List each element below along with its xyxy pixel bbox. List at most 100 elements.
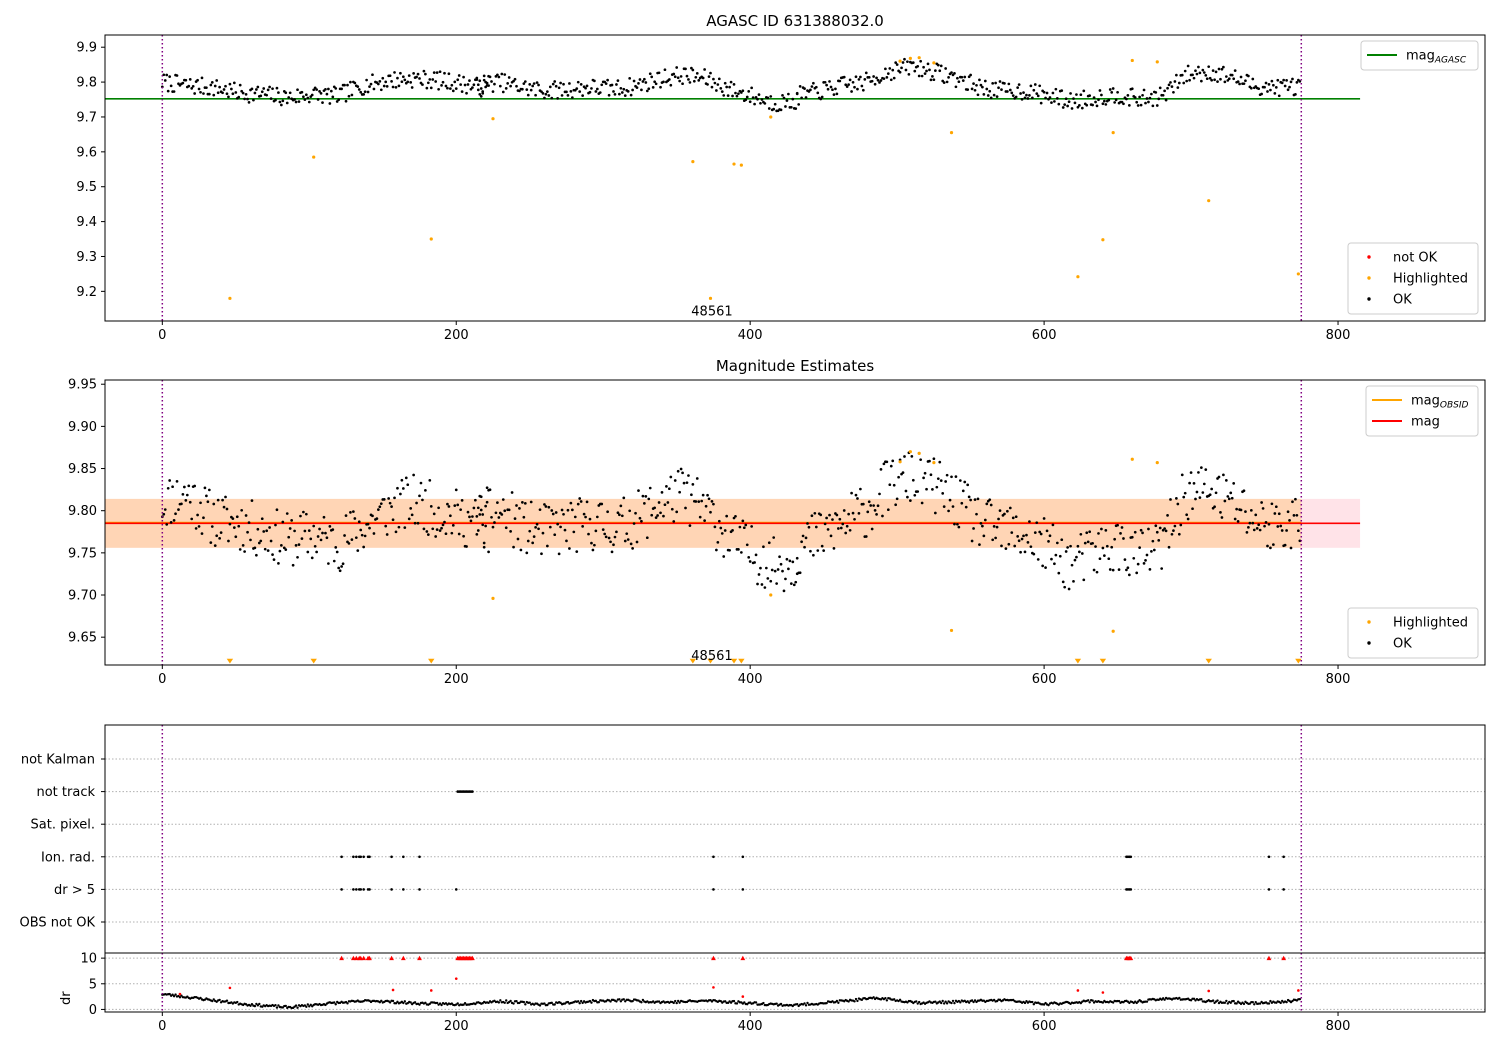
ok-point (556, 97, 560, 100)
ok-point (1000, 88, 1003, 91)
ok-point (307, 100, 311, 104)
ok-point (1191, 73, 1194, 77)
ok-point (1169, 81, 1172, 84)
x-tick-label: 200 (444, 672, 469, 687)
ok-point (985, 87, 989, 91)
ok-point (1078, 550, 1081, 554)
ok-point (1030, 96, 1034, 100)
x-tick-label: 800 (1326, 672, 1351, 687)
ok-point (788, 559, 792, 563)
ok-point (618, 513, 621, 517)
dr-point (950, 1001, 953, 1005)
dr-clipped-marker (1266, 955, 1272, 961)
ok-point (844, 531, 848, 535)
ok-point (304, 93, 308, 97)
ok-point (1289, 546, 1293, 550)
ok-point (1066, 104, 1069, 108)
ok-point (399, 71, 402, 75)
ok-point (1075, 555, 1078, 559)
dr-point (296, 1006, 299, 1009)
ok-point (1008, 88, 1012, 92)
ok-point (346, 83, 349, 87)
ok-point (1177, 81, 1181, 85)
ok-point (1208, 493, 1212, 497)
ok-point (457, 532, 461, 536)
ok-point (801, 534, 805, 538)
ok-point (1086, 540, 1090, 544)
ok-point (1070, 563, 1074, 567)
ok-point (479, 495, 483, 499)
dr-point (942, 1002, 946, 1005)
limit-marker (1099, 658, 1107, 664)
dr-point (306, 1003, 310, 1006)
ok-point (328, 102, 332, 105)
ok-point (385, 533, 389, 536)
ok-point (989, 503, 993, 507)
dr-point (806, 1001, 809, 1005)
ok-point (1251, 521, 1255, 525)
ok-point (926, 62, 930, 66)
ok-point (284, 548, 288, 551)
ok-point (792, 583, 796, 587)
ok-point (546, 544, 549, 548)
ok-point (1155, 530, 1159, 534)
ok-point (676, 469, 680, 473)
ok-point (729, 80, 733, 84)
ok-point (1198, 496, 1202, 499)
ok-point (560, 94, 564, 97)
ok-point (381, 76, 385, 80)
limit-marker (310, 658, 317, 664)
ok-point (760, 583, 764, 586)
ok-point (1163, 527, 1166, 530)
ok-point (1108, 88, 1112, 91)
ok-point (717, 519, 721, 523)
dr-point (641, 998, 645, 1002)
dr-clipped-marker (400, 955, 406, 961)
ok-point (515, 504, 518, 507)
obsid-annotation: 48561 (691, 649, 732, 664)
ok-point (1051, 523, 1055, 527)
dr-point (578, 1002, 581, 1005)
y-tick-label: 0 (89, 1003, 97, 1018)
ok-point (354, 536, 358, 540)
ok-point (325, 92, 329, 96)
ok-point (1057, 571, 1061, 575)
ok-point (568, 547, 571, 550)
ok-point (241, 544, 245, 547)
ok-point (904, 68, 908, 72)
ok-point (942, 505, 946, 508)
dr-point (732, 999, 736, 1003)
ok-point (1167, 83, 1171, 87)
ok-point (600, 502, 604, 506)
ok-point (412, 473, 415, 477)
ok-point (688, 81, 692, 84)
ok-point (819, 97, 823, 101)
ok-point (764, 566, 768, 570)
ok-point (662, 514, 665, 518)
ok-point (588, 517, 592, 521)
ok-point (932, 457, 936, 461)
dr-outlier-point (391, 988, 395, 992)
ok-point (981, 85, 984, 89)
highlighted-point (949, 131, 954, 135)
ok-point (394, 85, 398, 89)
ok-point (1194, 69, 1197, 73)
ok-point (1204, 73, 1208, 77)
ok-point (707, 497, 711, 501)
ok-point (1141, 93, 1144, 97)
dr-point (258, 1002, 261, 1006)
ok-point (654, 516, 658, 519)
ok-point (478, 513, 482, 516)
ok-point (578, 90, 582, 93)
ok-point (938, 69, 942, 73)
highlighted-point (898, 460, 902, 464)
ok-point (244, 92, 248, 96)
ok-point (1048, 534, 1052, 538)
ok-point (829, 534, 833, 538)
ok-point (922, 476, 925, 480)
highlighted-point (1076, 275, 1080, 279)
ok-point (441, 80, 445, 84)
ok-point (382, 84, 386, 88)
ok-point (769, 95, 773, 98)
